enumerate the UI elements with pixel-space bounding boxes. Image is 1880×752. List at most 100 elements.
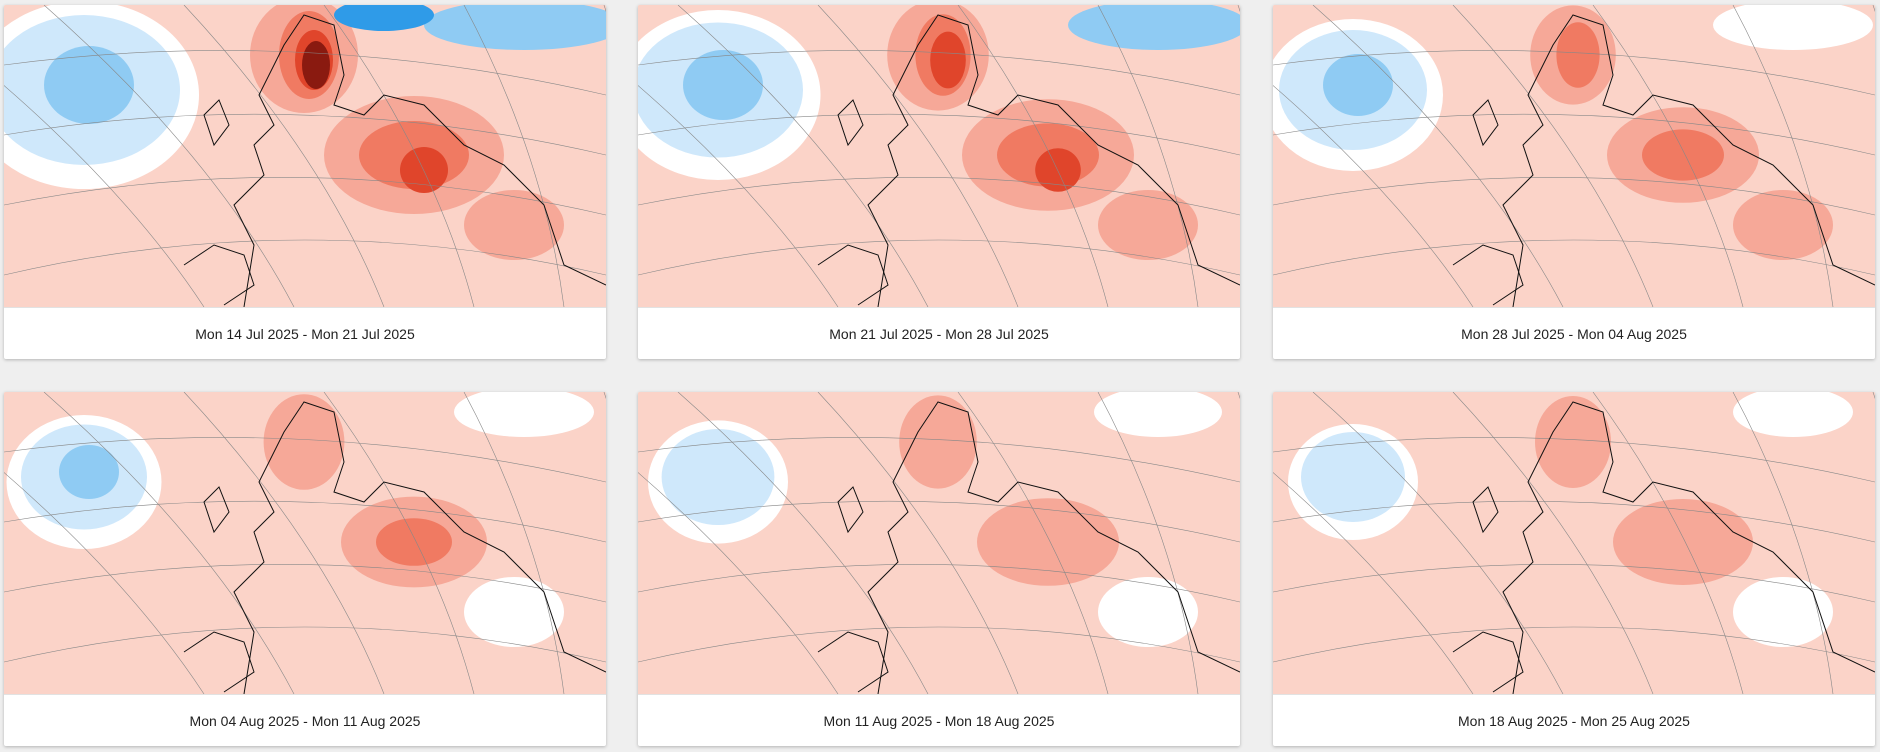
graticule-line <box>1273 626 1875 663</box>
graticule-line <box>638 437 1240 483</box>
coastline <box>203 486 230 534</box>
forecast-panel[interactable]: Mon 11 Aug 2025 - Mon 18 Aug 2025 <box>638 392 1240 746</box>
warm-anomaly <box>1613 499 1753 585</box>
south-east-zone <box>1098 190 1198 260</box>
graticule-line <box>1592 5 1744 307</box>
coastline <box>1472 99 1499 147</box>
graticule-line <box>1592 392 1744 694</box>
cool-anomaly <box>661 429 775 525</box>
graticule-line <box>4 239 606 276</box>
graticule-line <box>1732 5 1834 307</box>
map-svg <box>638 5 1240 307</box>
coastline <box>233 14 606 307</box>
warm-anomaly-peak <box>1035 148 1081 192</box>
graticule-line <box>677 5 929 307</box>
warm-anomaly <box>977 498 1119 586</box>
graticule-line <box>4 564 606 603</box>
map-svg <box>638 392 1240 694</box>
forecast-panel[interactable]: Mon 18 Aug 2025 - Mon 25 Aug 2025 <box>1273 392 1875 746</box>
graticule-line <box>638 85 839 307</box>
graticule-line <box>1273 472 1474 694</box>
arctic-cool-core <box>334 5 434 31</box>
cool-anomaly-core <box>44 46 134 124</box>
graticule-line <box>817 5 1019 307</box>
graticule-line <box>677 392 929 694</box>
warm-anomaly <box>899 395 977 489</box>
anomaly-map <box>638 5 1240 307</box>
graticule-line <box>1273 50 1875 96</box>
arctic-zone <box>1068 5 1240 50</box>
graticule-line <box>463 5 565 307</box>
cool-anomaly <box>1301 432 1405 522</box>
graticule-line <box>323 5 475 307</box>
graticule-line <box>1312 5 1564 307</box>
coastline <box>1502 401 1875 694</box>
forecast-panel[interactable]: Mon 28 Jul 2025 - Mon 04 Aug 2025 <box>1273 5 1875 359</box>
forecast-panel[interactable]: Mon 04 Aug 2025 - Mon 11 Aug 2025 <box>4 392 606 746</box>
date-range-caption: Mon 18 Aug 2025 - Mon 25 Aug 2025 <box>1273 694 1875 746</box>
graticule-line <box>1273 85 1474 307</box>
coastline <box>1452 244 1524 306</box>
coastline <box>183 244 255 306</box>
forecast-panel[interactable]: Mon 14 Jul 2025 - Mon 21 Jul 2025 <box>4 5 606 359</box>
cool-anomaly-core <box>1323 54 1393 116</box>
graticule-line <box>1452 5 1654 307</box>
south-east-zone <box>464 577 564 647</box>
anomaly-map <box>638 392 1240 694</box>
graticule-line <box>4 472 205 694</box>
map-svg <box>4 392 606 694</box>
graticule-line <box>1273 500 1875 543</box>
graticule-line <box>4 500 606 543</box>
graticule-line <box>183 5 385 307</box>
graticule-line <box>4 437 606 483</box>
graticule-line <box>638 50 1240 96</box>
graticule-line <box>4 177 606 216</box>
graticule-line <box>1273 564 1875 603</box>
date-range-caption: Mon 11 Aug 2025 - Mon 18 Aug 2025 <box>638 694 1240 746</box>
graticule-line <box>1732 392 1834 694</box>
graticule-line <box>1273 239 1875 276</box>
date-range-caption: Mon 14 Jul 2025 - Mon 21 Jul 2025 <box>4 307 606 359</box>
coastline <box>867 14 1240 307</box>
graticule-line <box>638 472 839 694</box>
date-range-caption: Mon 28 Jul 2025 - Mon 04 Aug 2025 <box>1273 307 1875 359</box>
graticule-line <box>638 113 1240 156</box>
graticule-line <box>4 113 606 156</box>
graticule-line <box>1452 392 1654 694</box>
graticule-line <box>183 392 385 694</box>
date-range-caption: Mon 04 Aug 2025 - Mon 11 Aug 2025 <box>4 694 606 746</box>
graticule-line <box>638 564 1240 603</box>
graticule-line <box>1273 437 1875 483</box>
graticule-line <box>4 85 205 307</box>
graticule-line <box>1273 113 1875 156</box>
cool-anomaly-core <box>683 50 763 120</box>
anomaly-map <box>1273 5 1875 307</box>
coastline <box>837 486 864 534</box>
warm-anomaly-extreme <box>302 41 330 89</box>
coastline <box>837 99 864 147</box>
graticule-line <box>4 626 606 663</box>
coastline <box>1502 14 1875 307</box>
warm-anomaly-peak <box>400 147 448 193</box>
graticule-line <box>638 177 1240 216</box>
coastline <box>817 631 889 693</box>
map-svg <box>1273 5 1875 307</box>
graticule-line <box>957 392 1109 694</box>
graticule-line <box>4 50 606 96</box>
warm-anomaly-peak <box>930 31 966 89</box>
forecast-panel[interactable]: Mon 21 Jul 2025 - Mon 28 Jul 2025 <box>638 5 1240 359</box>
south-east-zone <box>1733 577 1833 647</box>
cool-anomaly-core <box>59 445 119 499</box>
south-east-zone <box>464 190 564 260</box>
arctic-zone <box>1713 5 1873 50</box>
date-range-caption: Mon 21 Jul 2025 - Mon 28 Jul 2025 <box>638 307 1240 359</box>
south-east-zone <box>1733 190 1833 260</box>
graticule-line <box>1312 392 1564 694</box>
coastline <box>1452 631 1524 693</box>
warm-anomaly-core <box>1642 129 1724 181</box>
graticule-line <box>638 500 1240 543</box>
coastline <box>183 631 255 693</box>
graticule-line <box>638 626 1240 663</box>
coastline <box>867 401 1240 694</box>
